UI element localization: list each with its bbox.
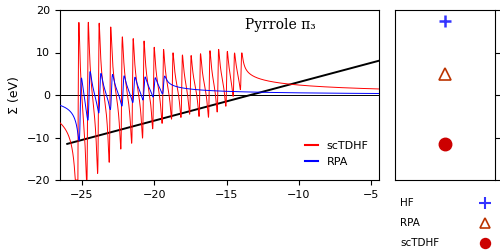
Text: scTDHF: scTDHF	[400, 238, 440, 248]
Legend: scTDHF, RPA: scTDHF, RPA	[300, 136, 373, 171]
Text: RPA: RPA	[400, 218, 420, 228]
Text: HF: HF	[400, 198, 414, 207]
Y-axis label: Σ (eV): Σ (eV)	[8, 76, 21, 114]
Text: Pyrrole π₃: Pyrrole π₃	[245, 18, 316, 32]
